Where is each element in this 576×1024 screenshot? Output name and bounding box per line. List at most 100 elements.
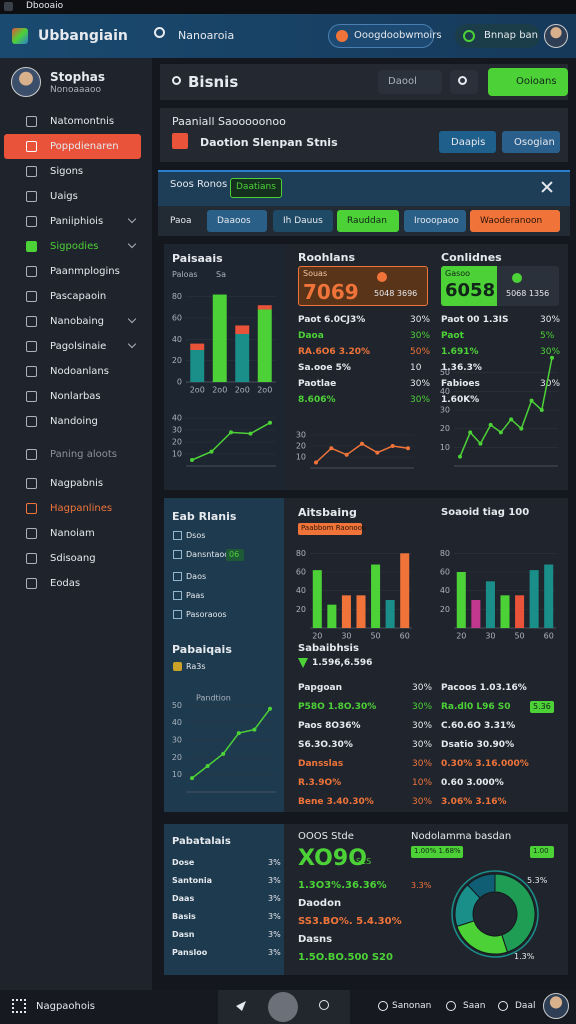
x-tick-label: 50 (370, 632, 380, 641)
row-value: 3% (268, 894, 281, 903)
filter-button-label[interactable]: Rauddan (347, 216, 387, 226)
dropdown-label[interactable]: Daool (388, 76, 417, 87)
row-text: Sa.ooe 5% (298, 363, 351, 373)
row-text: Dsatio 30.90% (441, 740, 515, 750)
avatar[interactable] (544, 24, 568, 48)
nav-item[interactable]: Hagpanlines (50, 503, 113, 514)
nav-item[interactable]: Nanoiam (50, 528, 95, 539)
summary-button[interactable] (502, 131, 560, 153)
row-text: 0.60 3.000% (441, 778, 504, 788)
nav-item[interactable]: Pagolsinaie (50, 341, 107, 352)
bottom-link[interactable]: Daal (515, 1001, 536, 1011)
primary-button[interactable] (488, 68, 568, 96)
account-name[interactable]: Bnnap ban (484, 30, 539, 41)
nav-item[interactable]: Nagpabnis (50, 478, 104, 489)
list-item[interactable]: Dansntaoon (186, 550, 235, 559)
summary-button-label[interactable]: Daapis (451, 137, 486, 148)
user-role: Nonoaaaoo (50, 85, 102, 95)
list-item[interactable]: Paas (186, 591, 205, 600)
section-value: 1.596,6.596 (312, 658, 373, 668)
search-field[interactable]: Nanoaroia (178, 29, 235, 42)
nav-item[interactable]: Natomontnis (50, 116, 115, 127)
row-value: 30% (412, 683, 433, 693)
search-icon[interactable] (154, 27, 165, 38)
kpi-sub: 5068 1356 (506, 289, 550, 298)
kpi-sub: 5048 3696 (374, 289, 418, 298)
bar (312, 570, 322, 628)
nav-item[interactable]: Sigons (50, 166, 84, 177)
x-tick-label: 2o0 (235, 386, 250, 395)
list-item[interactable]: Daos (186, 572, 207, 581)
donut-label: 1.3% (514, 952, 535, 961)
list-item[interactable]: Dsos (186, 531, 206, 540)
dropdown[interactable] (378, 70, 442, 94)
pill-text[interactable]: Ooogdoobwmoirs (354, 30, 442, 41)
nav-item[interactable]: Eodas (50, 578, 81, 589)
y-tick-label: 80 (440, 549, 450, 558)
nav-item[interactable]: Nandoing (50, 416, 98, 427)
filter-button-label[interactable]: Daaoos (217, 216, 251, 226)
bar (385, 600, 395, 628)
list-item[interactable]: Pasoraoos (186, 610, 227, 619)
nav-icon (26, 316, 37, 327)
donut-slice (456, 920, 508, 955)
avatar[interactable] (543, 993, 569, 1019)
summary-button[interactable] (439, 131, 496, 153)
y-tick-label: 20 (296, 442, 306, 451)
nav-icon (26, 449, 37, 460)
x-tick-label: 30 (341, 632, 351, 641)
nav-item[interactable]: Paning aloots (50, 449, 117, 460)
point (248, 431, 253, 436)
nav-item[interactable]: Uaigs (50, 191, 78, 202)
primary-button-label[interactable]: Ooioans (516, 76, 557, 87)
filter-button[interactable] (273, 210, 333, 232)
nav-icon (26, 116, 37, 127)
nav-item[interactable]: Nanobaing (50, 316, 105, 327)
filter-button-label[interactable]: Waoderanoon (480, 216, 543, 226)
nav-item[interactable]: Paanmplogins (50, 266, 120, 277)
row-text: SS3.BO%. 5.4.30% (298, 916, 402, 927)
nav-item[interactable]: Nonlarbas (50, 391, 101, 402)
y-tick-label: 50 (440, 368, 450, 377)
point (344, 452, 349, 457)
tag (411, 846, 463, 858)
filter-button[interactable] (337, 210, 399, 232)
nav-item[interactable]: Sigpodies (50, 241, 99, 252)
x-tick-label: 2o0 (190, 386, 205, 395)
nav-icon[interactable] (319, 1000, 329, 1010)
bottom-link[interactable]: Saan (463, 1001, 486, 1011)
filter-button-label[interactable]: Irooopaoo (414, 216, 459, 226)
nav-item[interactable]: Paniiphiois (50, 216, 104, 227)
row-text: Daoa (298, 331, 324, 341)
nav-item[interactable]: Nodoanlans (50, 366, 109, 377)
kpi-card (298, 266, 428, 306)
panel-column (164, 824, 284, 975)
filter-button-label[interactable]: Ih Dauus (283, 216, 323, 226)
row-text: Santonia (172, 876, 213, 885)
summary-button-label[interactable]: Osogian (514, 137, 555, 148)
row-value: 30% (412, 740, 433, 750)
item-icon (173, 610, 182, 619)
nav-icon[interactable] (236, 1001, 246, 1011)
nav-item[interactable]: Pascapaoin (50, 291, 107, 302)
legend-label: Sa (216, 270, 226, 279)
row-value: 30% (412, 759, 433, 769)
bar (500, 595, 510, 628)
tag (530, 846, 554, 858)
nav-item[interactable]: Sdisoang (50, 553, 96, 564)
bar (371, 564, 381, 628)
kpi-value: 7069 (303, 280, 359, 304)
nav-item[interactable]: Poppdienaren (50, 141, 119, 152)
point (190, 458, 194, 462)
filter-button[interactable] (404, 210, 466, 232)
bottom-link[interactable]: Sanonan (392, 1001, 432, 1011)
bar-segment (257, 309, 272, 382)
row-text: C.60.6O 3.31% (441, 721, 516, 731)
y-tick-label: 40 (172, 335, 182, 344)
filter-button[interactable] (207, 210, 267, 232)
filter-button[interactable] (470, 210, 560, 232)
nav-home[interactable] (268, 992, 298, 1022)
y-tick-label: 40 (440, 387, 450, 396)
point (519, 426, 524, 431)
